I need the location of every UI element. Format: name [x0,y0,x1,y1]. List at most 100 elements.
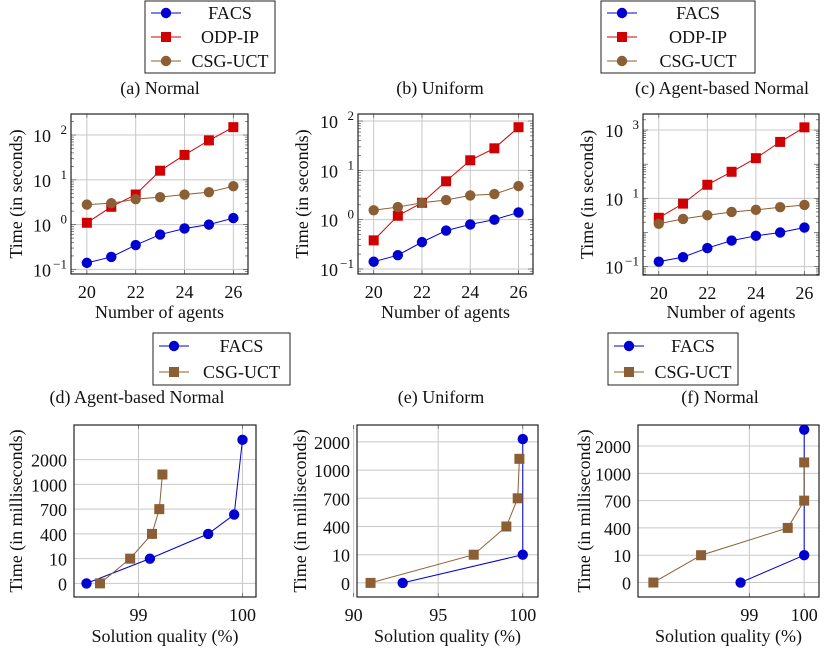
y-axis-label: Time (in seconds) [6,129,27,258]
y-tick-label: 10 [49,550,67,570]
y-tick-exponent: 2 [61,122,68,137]
y-tick-base: 10 [320,211,338,231]
y-tick-exponent: 1 [633,185,640,200]
y-tick-label: 10 [605,258,623,278]
y-tick-label: 0 [58,574,67,594]
subfigure-caption: (b) Uniform [396,78,483,99]
data-point-csg-uct [147,528,157,539]
data-point-csg-uct [440,194,452,206]
x-tick-label: 20 [78,282,96,302]
data-point-odp-ip [775,136,786,147]
legend-marker-csg-uct [160,55,172,67]
data-point-odp-ip [702,179,713,190]
data-point-csg-uct [465,190,476,201]
data-point-csg-uct [365,577,376,588]
series-facs [81,434,248,589]
data-point-csg-uct [179,189,190,200]
x-tick-label: 90 [345,605,363,625]
data-point-csg-uct [106,198,117,209]
data-point-facs [440,225,452,236]
series-csg-uct [365,453,525,588]
legend-marker-csg-uct [616,55,628,67]
x-tick-label: 100 [509,605,536,625]
y-tick-base: 10 [33,216,51,236]
legend-label: CSG-UCT [191,51,268,71]
legend: FACS ODP-IP CSG-UCT [600,0,756,74]
series-facs [368,207,524,267]
legend-marker-csg-uct [169,367,179,377]
y-tick-base: 10 [605,189,623,209]
y-tick-label: 10 [320,112,338,132]
x-tick-label: 22 [698,283,716,303]
legend: FACS CSG-UCT [152,332,291,386]
y-tick-exponent: 1 [61,167,68,182]
x-tick-label: 24 [461,282,479,302]
subfigure-caption: (e) Uniform [398,387,484,408]
data-point-facs [154,229,166,240]
x-axis-label: Number of agents [667,302,796,322]
data-point-csg-uct [368,205,379,216]
data-point-csg-uct [416,197,428,208]
data-point-odp-ip [489,143,500,154]
y-tick-base: 10 [605,258,623,278]
y-tick-label: 1000 [314,461,350,481]
x-tick-label: 20 [365,282,383,302]
data-point-csg-uct [512,493,523,504]
data-point-csg-uct [125,553,136,564]
legend-label: CSG-UCT [659,51,736,71]
data-point-csg-uct [653,218,664,229]
data-point-csg-uct [501,521,512,532]
data-point-csg-uct [514,453,525,464]
data-point-facs [489,214,500,225]
x-tick-label: 26 [795,283,813,303]
series-facs [653,222,810,267]
data-point-csg-uct [702,210,713,221]
y-tick-label: 700 [40,500,67,520]
data-point-facs [653,256,664,267]
data-point-csg-uct [750,204,762,216]
data-point-odp-ip [179,149,190,160]
series-odp-ip [653,122,810,223]
x-tick-label: 95 [429,605,447,625]
y-tick-label: 10 [33,260,51,280]
data-point-odp-ip [513,122,524,133]
y-tick-label: 0 [622,574,631,594]
x-axis-label: Solution quality (%) [92,626,239,647]
data-point-facs [130,239,141,251]
axes-frame [637,424,820,598]
y-tick-label: 400 [323,518,350,538]
y-tick-label: 2000 [314,433,350,453]
y-tick-exponent: 2 [348,108,355,123]
data-point-csg-uct [799,199,810,211]
data-point-csg-uct [154,191,166,203]
data-point-facs [228,212,239,224]
legend-marker-csg-uct [624,367,634,377]
series-csg-uct [653,199,810,229]
data-point-csg-uct [648,577,659,588]
data-point-csg-uct [95,578,105,589]
axes-frame [73,424,257,598]
data-point-facs [465,219,476,230]
legend: FACS CSG-UCT [607,332,739,386]
y-axis-label: Time (in milliseconds) [574,429,595,592]
data-point-facs [799,222,810,233]
data-point-csg-uct [774,202,786,213]
y-tick-base: 10 [320,161,338,181]
data-point-csg-uct [203,186,215,198]
y-tick-label: 10 [605,189,623,209]
subfigure-caption: (f) Normal [681,387,758,408]
y-tick-label: 700 [604,492,631,512]
series-facs [397,433,528,589]
x-tick-label: 99 [740,605,758,625]
data-point-csg-uct [130,193,141,205]
series-line-csg-uct [370,458,520,584]
legend-label: FACS [220,336,264,356]
data-point-facs [517,433,528,445]
data-point-facs [798,550,810,561]
series-csg-uct [648,457,810,588]
y-tick-label: 10 [320,211,338,231]
y-tick-label: 400 [604,519,631,539]
